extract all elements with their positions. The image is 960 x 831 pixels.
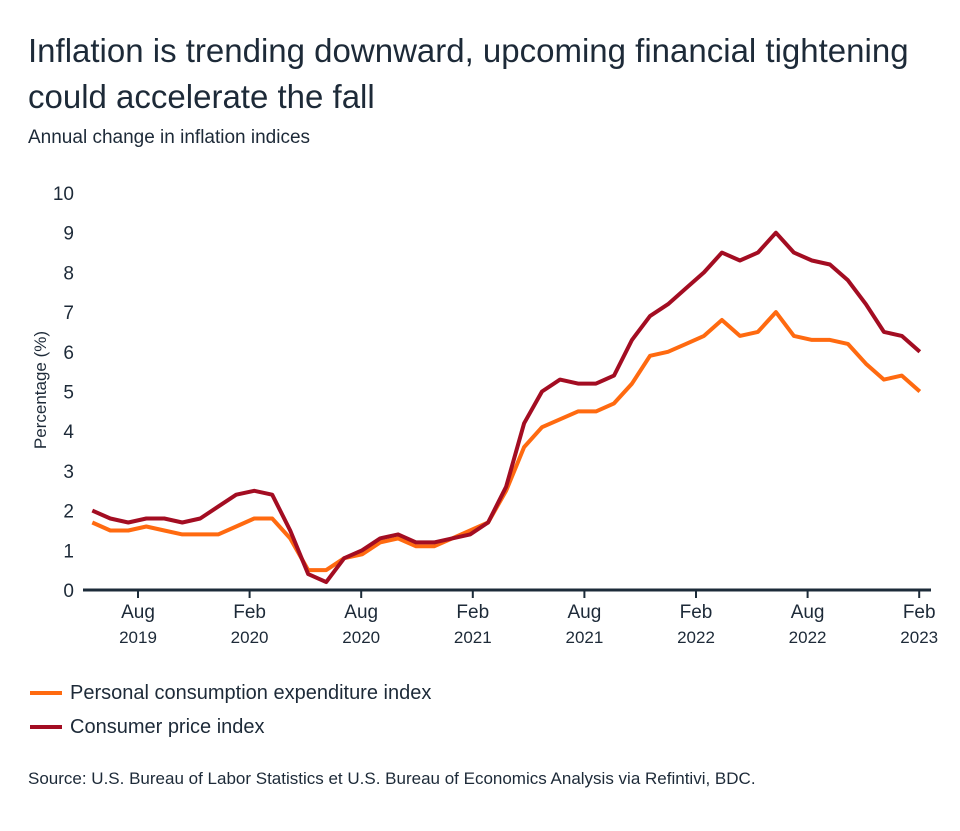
- x-tick-year: 2020: [342, 628, 380, 647]
- x-tick-month: Aug: [344, 602, 378, 623]
- legend-swatch-pce: [30, 691, 62, 695]
- y-tick-label: 5: [63, 383, 74, 404]
- x-tick-year: 2023: [900, 628, 938, 647]
- legend-item-cpi: Consumer price index: [30, 710, 431, 744]
- legend-label-cpi: Consumer price index: [70, 715, 265, 738]
- x-tick-year: 2020: [231, 628, 269, 647]
- y-tick-label: 10: [53, 184, 74, 205]
- x-tick-year: 2021: [565, 628, 603, 647]
- x-tick-year: 2019: [119, 628, 157, 647]
- legend: Personal consumption expenditure index C…: [30, 676, 431, 744]
- x-tick-month: Feb: [233, 602, 266, 623]
- y-tick-label: 7: [63, 303, 74, 324]
- legend-label-pce: Personal consumption expenditure index: [70, 681, 432, 704]
- x-tick-month: Feb: [680, 602, 713, 623]
- chart-subtitle: Annual change in inflation indices: [28, 127, 311, 148]
- x-tick-year: 2022: [677, 628, 715, 647]
- y-tick-label: 3: [63, 462, 74, 483]
- y-tick-label: 0: [63, 581, 74, 602]
- y-tick-label: 9: [63, 224, 74, 245]
- x-tick-month: Aug: [121, 602, 155, 623]
- y-axis-label: Percentage (%): [31, 331, 50, 449]
- series-line-pce: [91, 310, 922, 573]
- x-tick-month: Aug: [567, 602, 601, 623]
- legend-swatch-cpi: [30, 725, 62, 729]
- x-tick-month: Aug: [791, 602, 825, 623]
- x-tick-year: 2021: [454, 628, 492, 647]
- legend-item-pce: Personal consumption expenditure index: [30, 676, 431, 710]
- source-note: Source: U.S. Bureau of Labor Statistics …: [28, 769, 756, 788]
- y-tick-label: 2: [63, 502, 74, 523]
- y-tick-label: 6: [63, 343, 74, 364]
- y-tick-label: 8: [63, 263, 74, 284]
- x-tick-month: Feb: [903, 602, 936, 623]
- chart-title: Inflation is trending downward, upcoming…: [28, 32, 909, 115]
- x-tick-year: 2022: [789, 628, 827, 647]
- x-tick-month: Feb: [456, 602, 489, 623]
- series-line-cpi: [91, 230, 922, 585]
- y-tick-label: 1: [63, 541, 74, 562]
- y-tick-label: 4: [63, 422, 74, 443]
